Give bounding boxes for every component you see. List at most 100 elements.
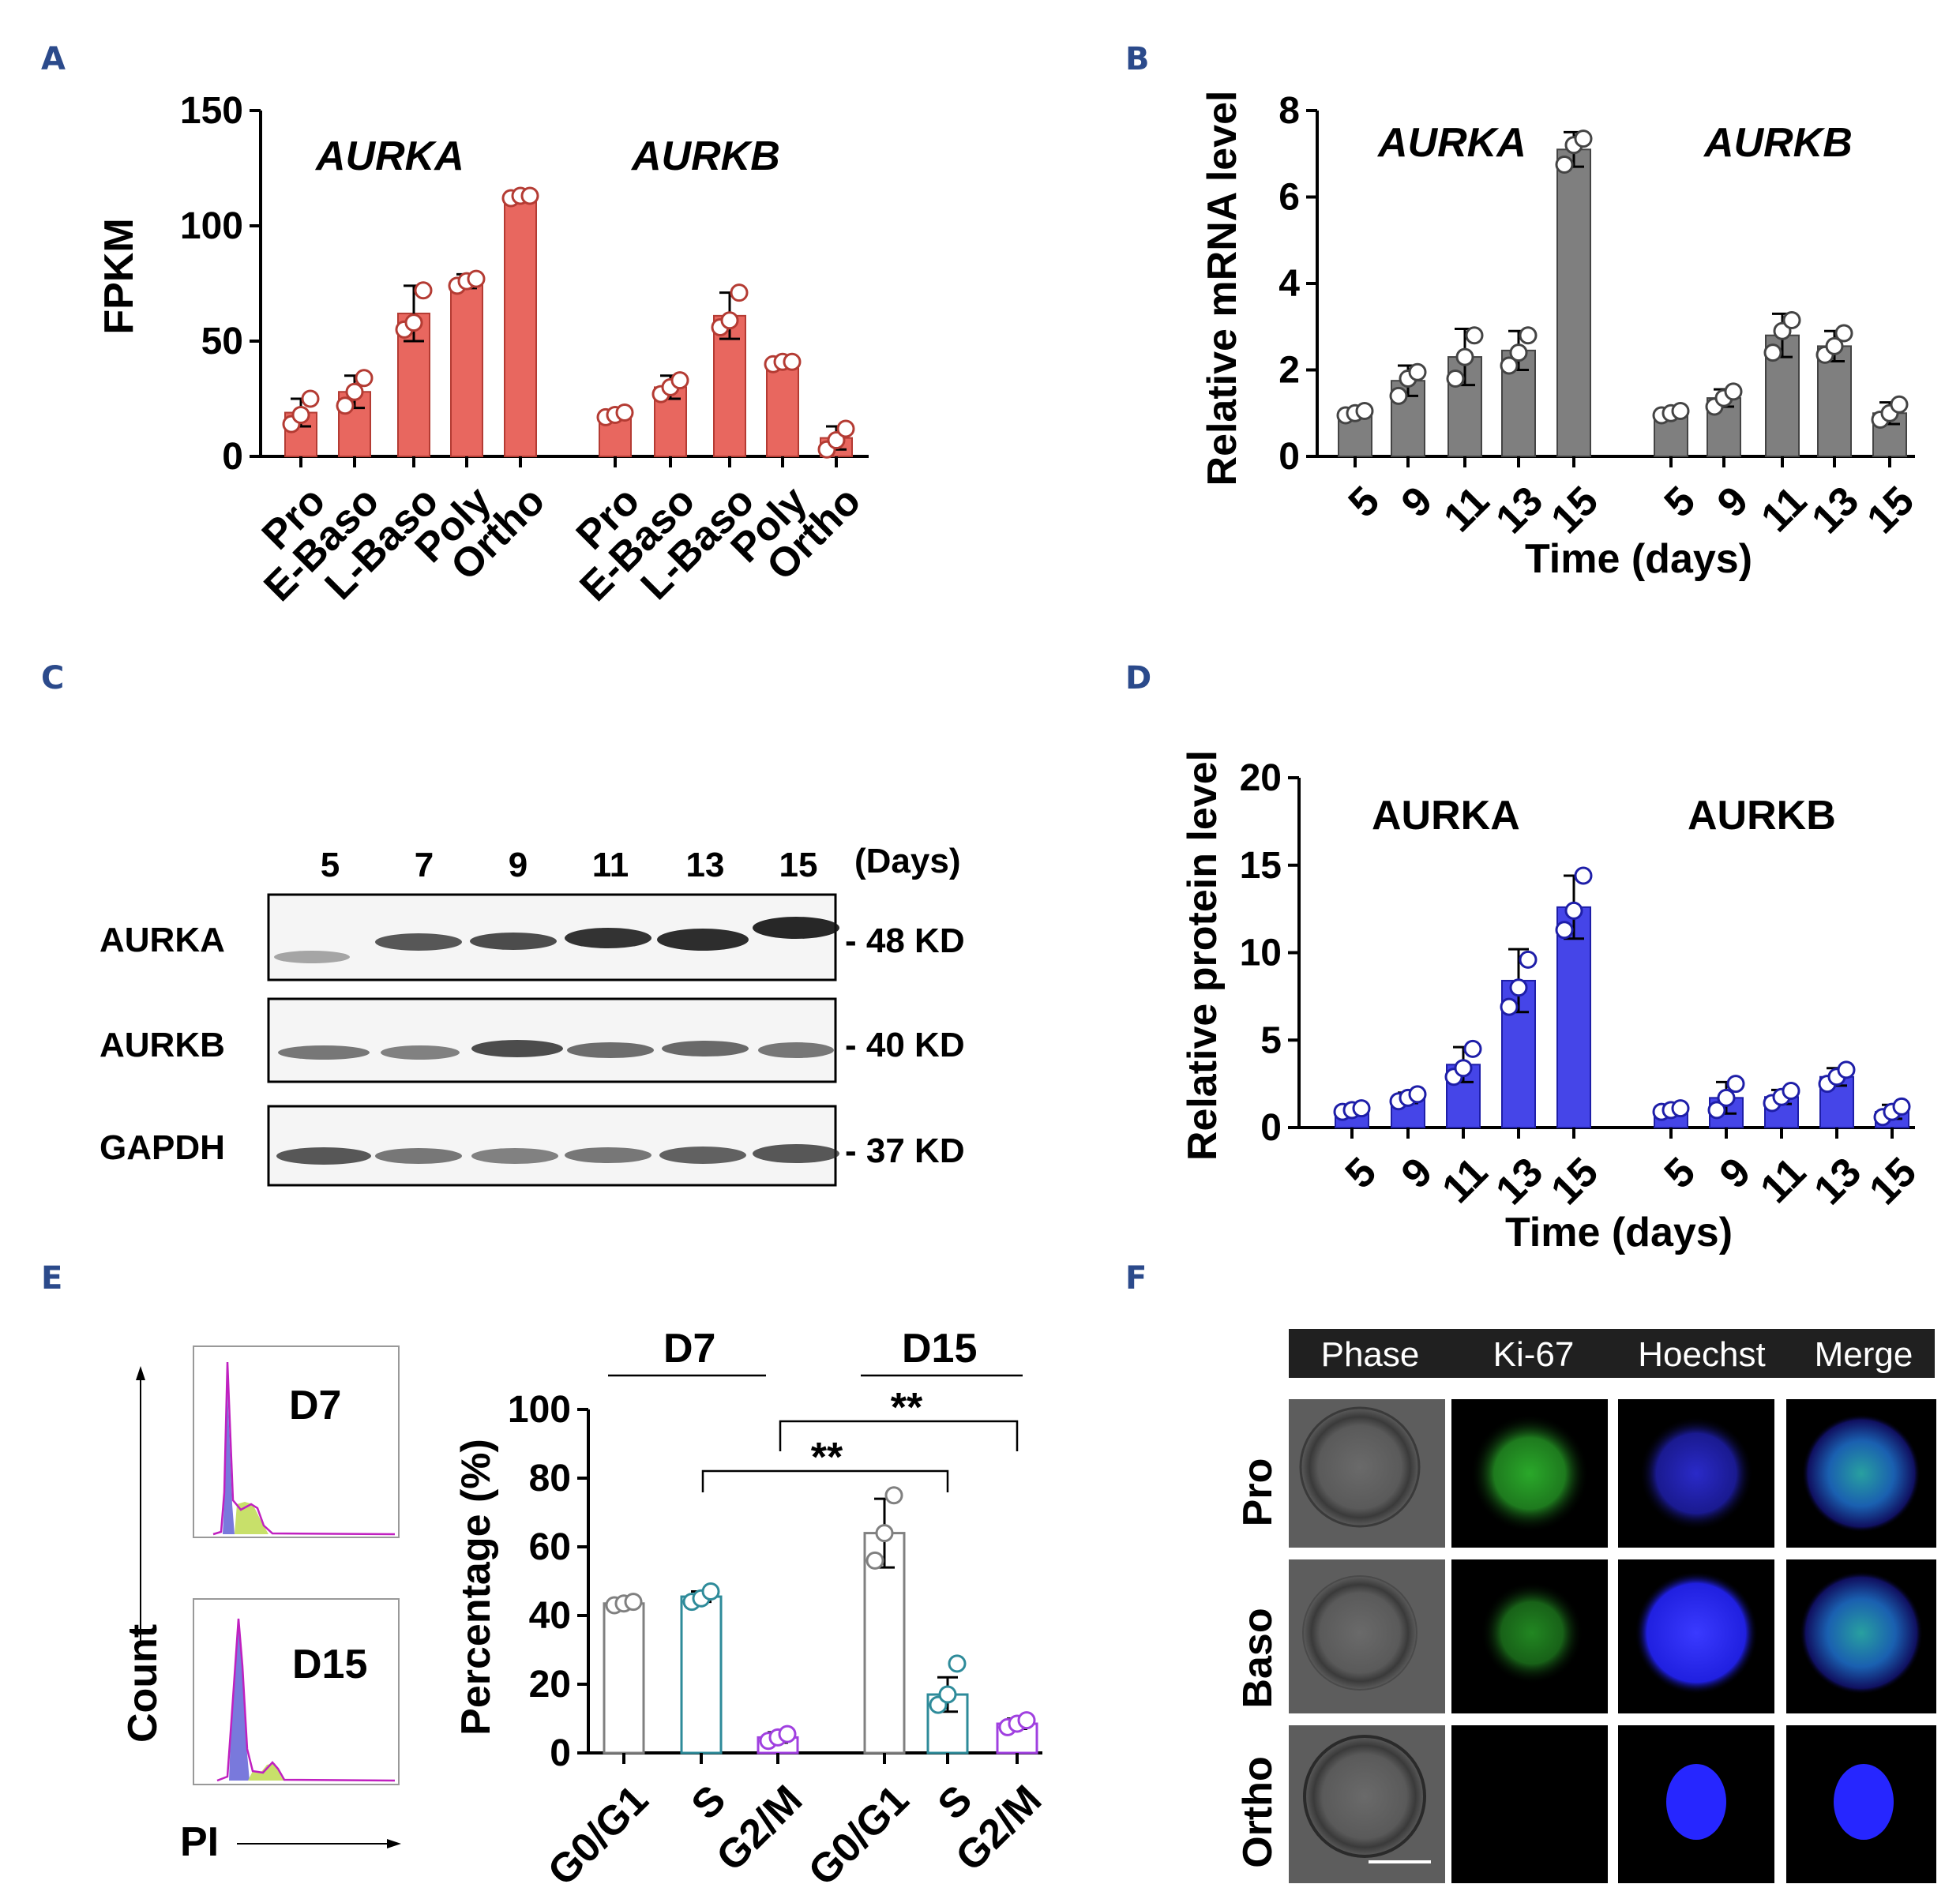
y-tick-label: 8	[1279, 90, 1300, 132]
blot-band	[567, 1042, 654, 1058]
y-tick-label: 60	[529, 1526, 571, 1568]
data-point	[1724, 382, 1743, 401]
blot-bands-gapdh	[276, 1144, 839, 1165]
data-point	[414, 281, 433, 300]
y-tick-label: 0	[550, 1732, 571, 1774]
panel-a-group-label-aurkb: AURKB	[630, 133, 780, 179]
blot-band	[753, 917, 839, 939]
data-point	[1017, 1711, 1036, 1730]
data-point	[1782, 1081, 1800, 1100]
hist-s-fill-d15	[248, 1763, 284, 1781]
blot-band	[471, 1040, 563, 1057]
data-point	[1574, 866, 1593, 885]
data-point	[1509, 978, 1528, 997]
row-label-baso: Baso	[1235, 1608, 1281, 1708]
data-point	[301, 389, 320, 408]
data-point	[1500, 997, 1519, 1016]
x-tick-label: 9	[1393, 478, 1441, 526]
y-tick-label: 100	[180, 205, 243, 247]
panel-f-microscopy: Phase Ki-67 Hoechst Merge Pro Baso Ortho	[1235, 1329, 1936, 1883]
panel-label-f: F	[1125, 1260, 1147, 1297]
x-tick-label: 5	[1337, 1149, 1385, 1197]
phase-cell	[1299, 1406, 1421, 1528]
blot-days-unit: (Days)	[854, 842, 961, 880]
phase-cell	[1302, 1575, 1417, 1691]
x-tick-label: 5	[1340, 478, 1388, 526]
data-point	[1837, 1060, 1856, 1079]
data-point	[827, 431, 846, 450]
y-axis-label: FPKM	[96, 218, 142, 334]
hist-g1-fill-d15	[229, 1627, 250, 1781]
data-point	[336, 396, 355, 415]
panel-label-a: A	[41, 41, 66, 77]
data-point	[1717, 1088, 1736, 1107]
data-point	[948, 1654, 967, 1673]
blot-day-label: 7	[415, 846, 434, 884]
panel-d-group-label-aurkb: AURKB	[1688, 793, 1836, 839]
data-point	[1463, 1039, 1482, 1058]
panel-e-group-label-d7: D7	[663, 1326, 715, 1372]
data-point	[345, 382, 364, 401]
blot-day-label: 15	[779, 846, 818, 884]
panel-d-chart: AURKA AURKB 0 5 10 15 20 Relative protein lev…	[1180, 750, 1925, 1255]
ki67-signal	[1481, 1582, 1583, 1684]
data-point	[1509, 343, 1528, 362]
data-point	[1355, 402, 1374, 421]
blot-band	[276, 1147, 371, 1165]
hist-title-d15: D15	[292, 1642, 367, 1687]
data-point	[720, 311, 739, 330]
bar	[603, 1602, 645, 1755]
data-point	[865, 1551, 884, 1570]
y-tick-label: 2	[1279, 350, 1300, 392]
hist-outline-d15	[216, 1618, 396, 1782]
blot-day-label: 11	[592, 846, 629, 884]
blot-protein-label: AURKA	[100, 921, 225, 959]
blot-membrane-aurkb	[267, 997, 837, 1083]
blot-band	[758, 1042, 834, 1058]
x-tick-label: 9	[1711, 1149, 1759, 1197]
hist-g1-fill-d7	[223, 1390, 235, 1534]
data-point	[670, 371, 689, 390]
blot-bands-aurka	[274, 917, 839, 963]
data-point	[1446, 369, 1465, 388]
x-tick-label: 15	[1860, 1149, 1925, 1214]
blot-band	[274, 951, 350, 963]
x-tick-label: 15	[1858, 478, 1923, 542]
blot-band	[659, 1147, 746, 1164]
blot-day-label: 9	[509, 846, 528, 884]
hist-s-fill-d7	[235, 1502, 268, 1534]
y-tick-label: 5	[1260, 1019, 1282, 1061]
data-point	[875, 1524, 894, 1543]
data-point	[701, 1582, 720, 1601]
data-point	[1352, 1099, 1371, 1118]
y-tick-label: 80	[529, 1458, 571, 1499]
data-point	[1408, 362, 1427, 381]
data-point	[615, 403, 634, 422]
y-tick-label: 10	[1240, 933, 1282, 974]
blot-membrane-gapdh	[267, 1105, 837, 1187]
y-tick-label: 20	[1240, 757, 1282, 799]
panel-label-c: C	[41, 660, 64, 696]
x-tick-label: G0/G1	[800, 1777, 918, 1894]
data-point	[1555, 921, 1574, 940]
data-point	[938, 1685, 957, 1704]
data-point	[1519, 326, 1538, 345]
data-point	[1763, 343, 1782, 362]
panel-a-group-label-aurka: AURKA	[314, 133, 464, 179]
data-point	[1834, 324, 1853, 343]
panel-c-western-blot: 5 7 9 11 13 15 (Days) AURKA AURKB GAPDH …	[100, 842, 965, 1187]
data-point	[1890, 395, 1909, 414]
panel-label-d: D	[1125, 660, 1151, 696]
data-point	[1564, 901, 1583, 920]
x-tick-label: 9	[1393, 1149, 1441, 1197]
x-axis-label: Time (days)	[1505, 1210, 1733, 1255]
hist-ylabel: Count	[120, 1624, 166, 1743]
bar	[766, 361, 799, 457]
data-point	[291, 405, 310, 424]
y-tick-label: 20	[529, 1664, 571, 1706]
bar	[504, 195, 537, 457]
data-point	[1454, 1059, 1473, 1078]
